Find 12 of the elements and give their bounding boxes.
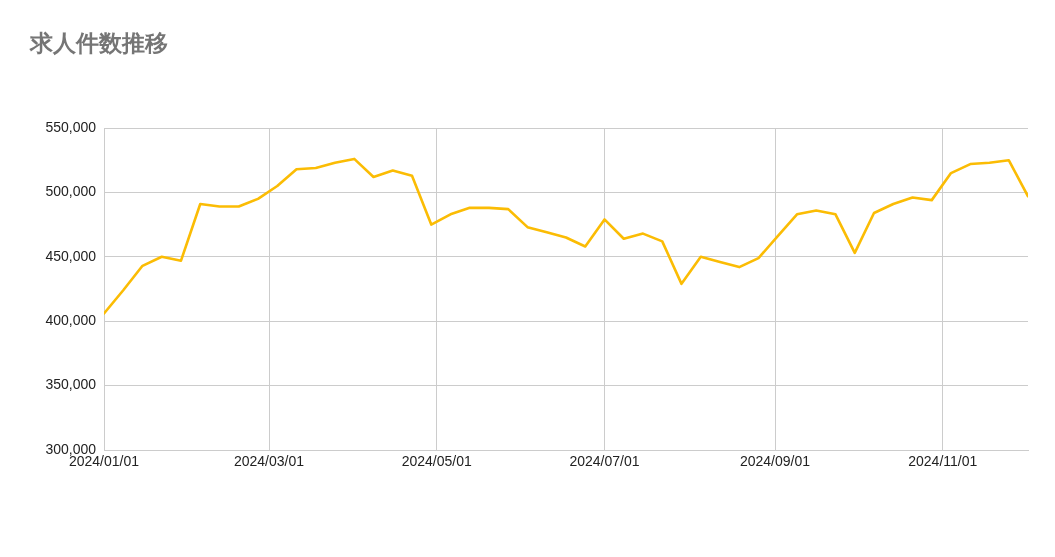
y-tick-label: 300,000	[45, 440, 97, 457]
x-tick-label: 2024/05/01	[401, 453, 472, 470]
chart-title: 求人件数推移	[30, 30, 168, 57]
x-tick-label: 2024/11/01	[908, 453, 978, 470]
y-tick-label: 550,000	[45, 118, 97, 135]
x-tick-label: 2024/07/01	[569, 453, 640, 470]
x-tick-label: 2024/03/01	[233, 453, 305, 470]
y-tick-label: 450,000	[45, 247, 97, 264]
y-tick-label: 500,000	[45, 183, 97, 200]
x-tick-label: 2024/09/01	[739, 453, 811, 470]
y-tick-label: 400,000	[45, 312, 97, 329]
y-tick-label: 350,000	[45, 376, 97, 393]
